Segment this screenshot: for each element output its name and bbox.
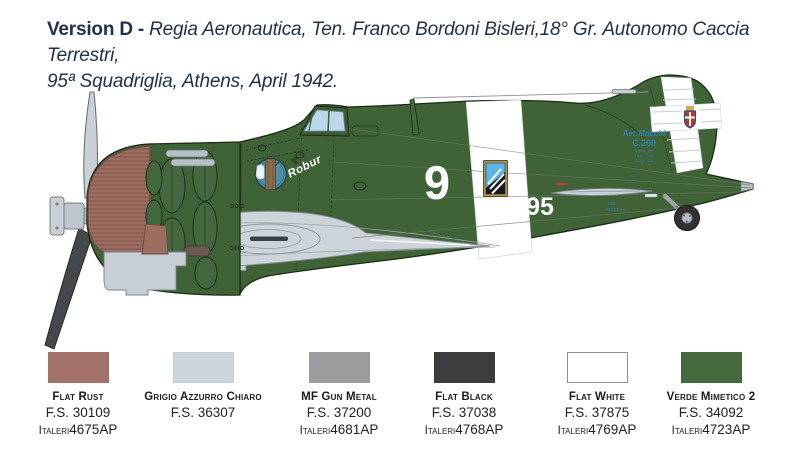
fuselage-number: 9	[424, 156, 450, 209]
tail-wheel	[662, 193, 700, 231]
turnbuckle	[611, 89, 637, 94]
paint-fs-code: F.S. 30109	[45, 405, 111, 421]
paint-italeri-code: Italeri4769AP	[557, 421, 637, 437]
paint-name: MF Gun Metal	[301, 391, 377, 403]
paint-italeri-code: Italeri4768AP	[424, 421, 504, 437]
paint-italeri-code: Italeri4675AP	[38, 421, 118, 437]
paint-fs-code: F.S. 37200	[306, 405, 372, 421]
tail-stencil-line-4: TV K. 1776	[635, 154, 654, 158]
paint-fs-code: F.S. 36307	[170, 405, 236, 421]
tail-stencil-line-5: C.U.K. 450	[635, 159, 654, 163]
canopy	[299, 105, 379, 137]
paint-swatch-mf-gun-metal: MF Gun Metal F.S. 37200 Italeri4681AP	[264, 352, 414, 438]
red-stencil-mark	[556, 183, 568, 185]
color-chip-flat-black	[433, 352, 495, 383]
version-heading: Version D - Regia Aeronautica, Ten. Fran…	[47, 17, 783, 96]
paint-swatch-flat-rust: Flat Rust F.S. 30109 Italeri4675AP	[3, 352, 153, 438]
version-description-line1: Regia Aeronautica, Ten. Franco Bordoni B…	[47, 19, 750, 67]
color-chip-verde-mimetico-2	[680, 352, 742, 383]
version-label: Version D -	[47, 19, 145, 40]
chin-cowl	[103, 251, 187, 296]
savoy-crest	[684, 106, 696, 129]
paint-swatch-flat-white: Flat White F.S. 37875 Italeri4769AP	[522, 352, 672, 438]
tail-stencil-line-1: Aer Macchi	[622, 129, 666, 138]
windscreen-glass	[303, 109, 346, 132]
paint-name: Verde Mimetico 2	[666, 391, 756, 403]
paint-name: Flat Black	[435, 391, 493, 403]
paint-swatch-verde-mimetico-2: Verde Mimetico 2 F.S. 34092 Italeri4723A…	[636, 352, 786, 438]
white-stencil-mark	[644, 193, 658, 198]
paint-swatch-grigio-azzurro-chiaro: Grigio Azzurro Chiaro F.S. 36307	[128, 352, 278, 422]
version-description-line2: 95ª Squadriglia, Athens, April 1942.	[47, 71, 339, 93]
fuselage-stencil: MM SERIE IX	[606, 201, 625, 212]
paint-name: Grigio Azzurro Chiaro	[144, 391, 262, 403]
propeller-blade-down	[44, 227, 93, 350]
fuselage-stencil-line-1: MM	[608, 201, 616, 206]
grab-handle	[353, 181, 367, 191]
antenna	[409, 89, 649, 136]
tail-stencil-line-2: C.200	[632, 138, 656, 148]
color-chip-flat-white	[566, 352, 628, 383]
antenna-mast	[409, 98, 420, 136]
paint-fs-code: F.S. 34092	[678, 405, 744, 421]
fuselage-stencil-line-2: SERIE IX	[606, 207, 625, 212]
paint-swatch-flat-black: Flat Black F.S. 37038 Italeri4768AP	[389, 352, 539, 438]
rudder-rib-lines	[651, 88, 722, 164]
exhaust-stub	[183, 245, 211, 257]
squadriglia-number: 95	[526, 193, 554, 221]
tail-stencil-line-3: SERIE VIII	[635, 149, 653, 153]
rust-panel	[141, 223, 169, 255]
paint-italeri-code: Italeri4681AP	[299, 421, 379, 437]
color-chip-flat-rust	[47, 352, 109, 383]
markings: 9 95 Robur Aer Macchi C.200 SERIE VIII T	[254, 129, 666, 221]
paint-name: Flat Rust	[52, 391, 104, 403]
paint-italeri-code: Italeri4723AP	[671, 421, 751, 437]
engine-cowling	[86, 141, 244, 296]
fuselage-stringer-lines	[329, 127, 752, 239]
tail	[550, 76, 723, 231]
color-chip-mf-gun-metal	[308, 352, 370, 383]
paint-name: Flat White	[568, 391, 626, 403]
paint-fs-code: F.S. 37038	[431, 405, 497, 421]
gun-tubes	[165, 149, 216, 167]
squadriglia-badge	[483, 160, 508, 197]
robur-emblem	[254, 156, 299, 191]
turtledeck-panel	[351, 125, 379, 137]
paint-fs-code: F.S. 37875	[564, 405, 630, 421]
stabilizer-edge	[550, 187, 653, 197]
tail-stencil: Aer Macchi C.200 SERIE VIII TV K. 1776 C…	[622, 129, 666, 163]
color-chip-grigio-azzurro-chiaro	[172, 352, 234, 383]
